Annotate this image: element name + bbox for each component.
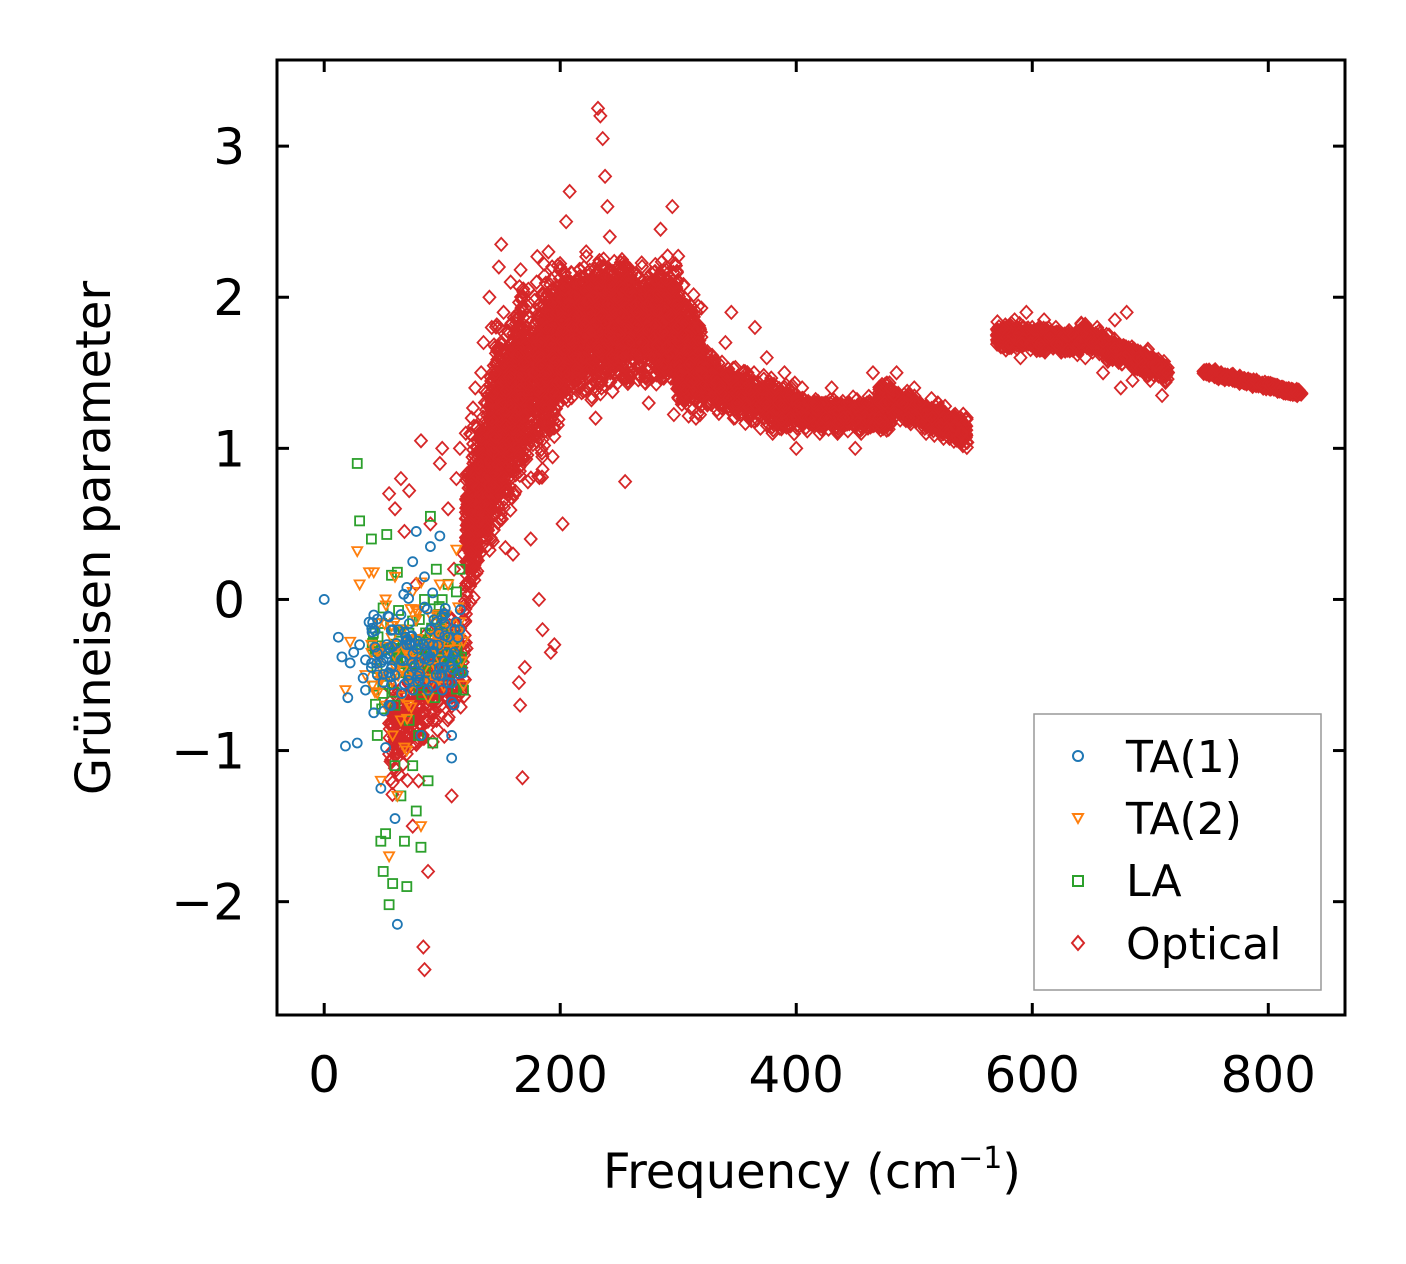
- optical-point: [459, 492, 474, 509]
- optical-point: [488, 429, 503, 445]
- optical-point: [463, 462, 479, 479]
- optical-point: [498, 483, 514, 500]
- optical-point: [461, 573, 476, 590]
- optical-point: [518, 300, 533, 317]
- optical-point: [537, 423, 552, 440]
- optical-point: [487, 465, 503, 481]
- optical-point: [523, 396, 539, 412]
- optical-point: [474, 467, 490, 484]
- optical-point: [545, 448, 560, 465]
- optical-point: [506, 420, 521, 437]
- optical-point: [486, 385, 502, 401]
- optical-point: [512, 382, 528, 398]
- optical-point: [537, 267, 552, 284]
- optical-point: [502, 369, 517, 385]
- optical-point: [498, 539, 513, 556]
- optical-point: [514, 323, 529, 340]
- optical-point: [482, 477, 498, 494]
- optical-point: [540, 417, 556, 434]
- optical-point: [501, 442, 517, 459]
- optical-point: [513, 391, 528, 407]
- optical-point: [485, 444, 501, 461]
- optical-point: [471, 460, 487, 476]
- optical-point: [475, 522, 491, 539]
- optical-point: [512, 458, 527, 475]
- optical-point: [490, 456, 505, 473]
- optical-point: [483, 500, 499, 517]
- optical-point: [517, 356, 532, 372]
- optical-point: [465, 553, 480, 570]
- optical-point: [547, 428, 562, 445]
- optical-point: [536, 437, 552, 454]
- optical-point: [492, 511, 508, 528]
- optical-point: [512, 467, 528, 484]
- optical-point: [530, 248, 545, 265]
- optical-point: [508, 347, 523, 364]
- optical-point: [476, 456, 491, 472]
- optical-point: [469, 508, 484, 525]
- optical-point: [480, 521, 495, 538]
- optical-point: [490, 379, 506, 396]
- optical-point: [471, 504, 486, 521]
- optical-point: [530, 421, 545, 438]
- optical-point: [495, 397, 510, 414]
- optical-point: [499, 372, 514, 388]
- optical-point: [512, 303, 528, 320]
- optical-point: [521, 431, 537, 448]
- optical-point: [484, 411, 500, 428]
- optical-point: [499, 479, 514, 496]
- optical-point: [535, 461, 550, 478]
- optical-point: [466, 418, 482, 435]
- optical-point: [546, 413, 561, 429]
- optical-point: [509, 418, 525, 435]
- optical-point: [472, 496, 487, 513]
- optical-point: [520, 473, 536, 490]
- optical-point: [464, 492, 480, 509]
- optical-point: [534, 441, 549, 458]
- optical-point: [501, 323, 516, 340]
- optical-point: [486, 522, 501, 538]
- optical-point: [503, 502, 518, 518]
- optical-point: [498, 417, 514, 434]
- optical-point: [518, 406, 533, 423]
- optical-point: [459, 523, 475, 539]
- optical-point: [485, 533, 501, 550]
- optical-point: [517, 417, 532, 434]
- optical-point: [465, 400, 481, 416]
- optical-point: [517, 328, 532, 344]
- optical-point: [458, 578, 474, 594]
- optical-point: [491, 339, 506, 355]
- optical-point: [584, 391, 599, 408]
- data-layer: [318, 100, 1309, 978]
- optical-point: [498, 382, 514, 399]
- optical-point: [461, 528, 476, 545]
- optical-point: [524, 417, 539, 434]
- optical-point: [516, 284, 531, 300]
- optical-point: [486, 479, 502, 496]
- optical-point: [514, 289, 530, 306]
- optical-point: [498, 438, 514, 455]
- optical-point: [502, 457, 517, 473]
- optical-point: [513, 261, 528, 278]
- optical-point: [491, 408, 506, 424]
- optical-point: [534, 469, 550, 485]
- optical-point: [511, 347, 526, 363]
- optical-point: [494, 439, 509, 456]
- optical-point: [523, 470, 539, 486]
